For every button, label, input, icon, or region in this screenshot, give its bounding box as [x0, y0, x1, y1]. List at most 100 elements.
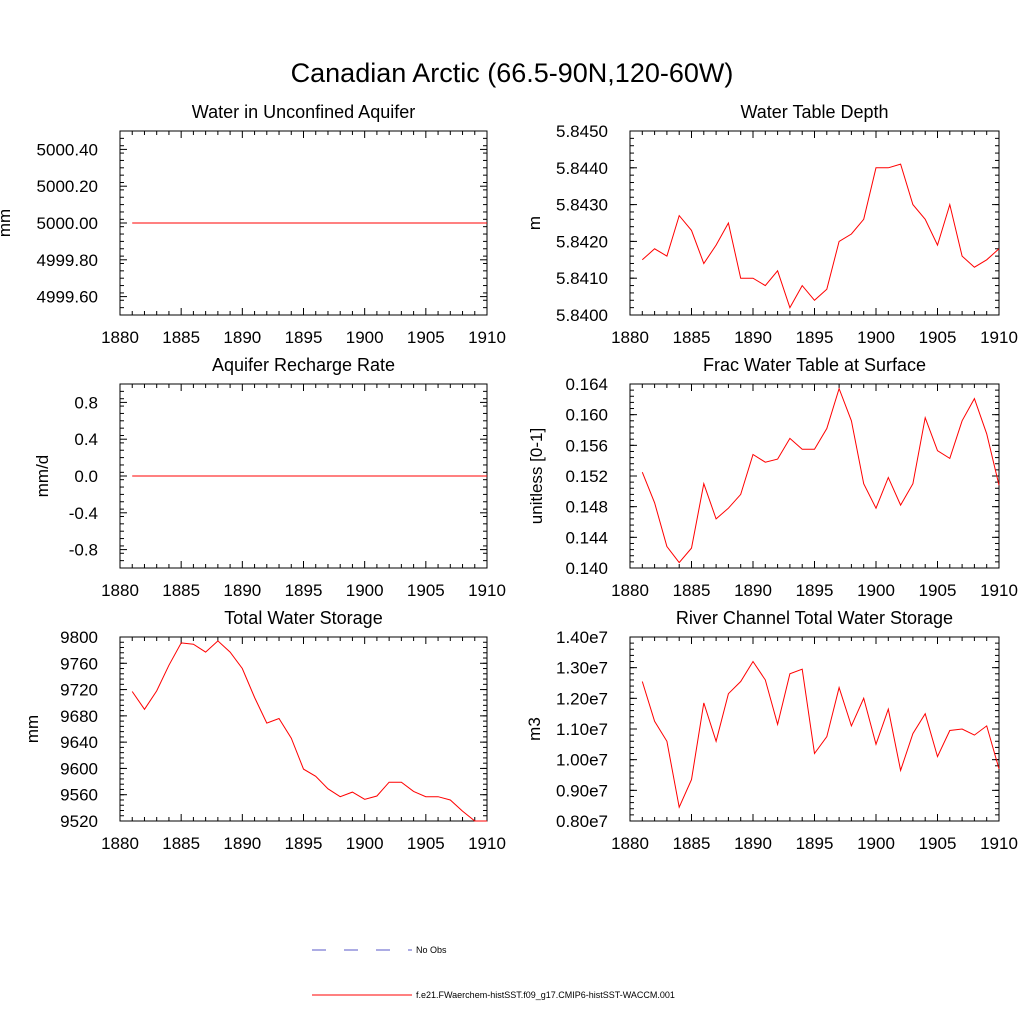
series-line	[131, 640, 487, 822]
x-tick-label: 1895	[285, 834, 323, 853]
y-tick-label: 1.10e7	[556, 720, 608, 739]
x-tick-label: 1895	[285, 328, 323, 347]
x-tick-label: 1900	[346, 834, 384, 853]
x-tick-label: 1910	[980, 328, 1018, 347]
y-tick-label: 9720	[60, 681, 98, 700]
y-tick-label: 4999.80	[37, 251, 98, 270]
y-tick-label: 5000.20	[37, 177, 98, 196]
x-tick-label: 1890	[734, 581, 772, 600]
y-tick-label: 9520	[60, 812, 98, 831]
y-tick-label: 5.8440	[556, 159, 608, 178]
panel-6: River Channel Total Water Storage 1880 188…	[525, 608, 1018, 853]
y-tick-label: 0.140	[565, 559, 608, 578]
y-tick-label: 0.80e7	[556, 812, 608, 831]
y-tick-label: 0.152	[565, 467, 608, 486]
plot-frame	[119, 636, 488, 822]
panel-title: River Channel Total Water Storage	[676, 608, 953, 628]
y-tick-label: 1.30e7	[556, 659, 608, 678]
panels: Water in Unconfined Aquifer 1880 1885 1890 1…	[0, 102, 1018, 853]
panel-2: Water Table Depth 1880 1885 1890 1895 1900 190…	[525, 102, 1018, 347]
panel-title: Water Table Depth	[740, 102, 888, 122]
y-tick-label: 9560	[60, 786, 98, 805]
y-tick-label: 4999.60	[37, 288, 98, 307]
series-line	[641, 387, 1000, 564]
legend-label-no-obs: No Obs	[416, 945, 447, 955]
x-tick-label: 1885	[162, 581, 200, 600]
x-tick-label: 1910	[980, 834, 1018, 853]
x-tick-label: 1905	[407, 328, 445, 347]
y-tick-label: -0.8	[69, 541, 98, 560]
y-tick-label: 9760	[60, 654, 98, 673]
y-axis-label: mm	[0, 209, 14, 237]
y-tick-label: 0.8	[74, 393, 98, 412]
y-axis-label: mm/d	[33, 455, 52, 498]
y-tick-label: 5.8400	[556, 306, 608, 325]
x-tick-label: 1885	[162, 834, 200, 853]
y-tick-label: 0.90e7	[556, 781, 608, 800]
y-axis-label: mm	[23, 715, 42, 743]
x-tick-label: 1910	[980, 581, 1018, 600]
y-axis-label: m	[525, 216, 544, 230]
x-tick-label: 1910	[468, 581, 506, 600]
x-tick-label: 1895	[285, 581, 323, 600]
x-tick-label: 1900	[857, 328, 895, 347]
y-tick-label: 0.148	[565, 498, 608, 517]
x-tick-label: 1910	[468, 834, 506, 853]
y-axis-label: unitless [0-1]	[527, 428, 546, 524]
x-tick-label: 1905	[919, 581, 957, 600]
x-tick-label: 1900	[346, 328, 384, 347]
x-tick-label: 1880	[611, 834, 649, 853]
panel-title: Aquifer Recharge Rate	[212, 355, 395, 375]
panel-title: Water in Unconfined Aquifer	[192, 102, 415, 122]
x-tick-label: 1885	[673, 581, 711, 600]
legend-label-model: f.e21.FWaerchem-histSST.f09_g17.CMIP6-hi…	[416, 990, 675, 1000]
y-tick-label: 5000.00	[37, 214, 98, 233]
y-tick-label: 1.00e7	[556, 751, 608, 770]
x-tick-label: 1905	[919, 834, 957, 853]
legend: No Obs f.e21.FWaerchem-histSST.f09_g17.C…	[312, 945, 675, 1000]
x-tick-label: 1880	[611, 581, 649, 600]
main-title: Canadian Arctic (66.5-90N,120-60W)	[291, 58, 734, 88]
y-tick-label: 9640	[60, 733, 98, 752]
panel-5: Total Water Storage 1880 1885 1890 1895 1900 1…	[23, 608, 506, 853]
x-tick-label: 1890	[223, 834, 261, 853]
y-tick-label: 0.160	[565, 406, 608, 425]
y-tick-label: 5.8450	[556, 122, 608, 141]
panel-1: Water in Unconfined Aquifer 1880 1885 1890 1…	[0, 102, 506, 347]
y-tick-label: 1.40e7	[556, 628, 608, 647]
x-tick-label: 1890	[734, 328, 772, 347]
panel-title: Frac Water Table at Surface	[703, 355, 926, 375]
y-tick-label: 0.0	[74, 467, 98, 486]
y-tick-label: 0.4	[74, 430, 98, 449]
x-tick-label: 1885	[673, 328, 711, 347]
plot-frame	[629, 383, 1000, 569]
y-tick-label: 5.8410	[556, 269, 608, 288]
y-tick-label: 0.156	[565, 436, 608, 455]
y-tick-label: 9800	[60, 628, 98, 647]
x-tick-label: 1905	[407, 834, 445, 853]
panel-title: Total Water Storage	[224, 608, 382, 628]
series-line	[641, 660, 1000, 809]
series-line	[641, 163, 1000, 309]
x-tick-label: 1880	[101, 834, 139, 853]
panel-3: Aquifer Recharge Rate 1880 1885 1890 1895 190…	[33, 355, 506, 600]
x-tick-label: 1900	[346, 581, 384, 600]
y-tick-label: 0.164	[565, 375, 608, 394]
x-tick-label: 1890	[223, 581, 261, 600]
y-axis-label: m3	[525, 717, 544, 741]
y-tick-label: 0.144	[565, 528, 608, 547]
x-tick-label: 1885	[162, 328, 200, 347]
y-tick-label: 5.8430	[556, 196, 608, 215]
y-tick-label: 9600	[60, 759, 98, 778]
x-tick-label: 1890	[223, 328, 261, 347]
panel-4: Frac Water Table at Surface 1880 1885 1890 1…	[527, 355, 1018, 600]
x-tick-label: 1900	[857, 834, 895, 853]
y-tick-label: 5000.40	[37, 140, 98, 159]
x-tick-label: 1905	[407, 581, 445, 600]
x-tick-label: 1880	[101, 328, 139, 347]
y-tick-label: -0.4	[69, 504, 98, 523]
x-tick-label: 1880	[101, 581, 139, 600]
x-tick-label: 1895	[796, 328, 834, 347]
y-tick-label: 5.8420	[556, 232, 608, 251]
